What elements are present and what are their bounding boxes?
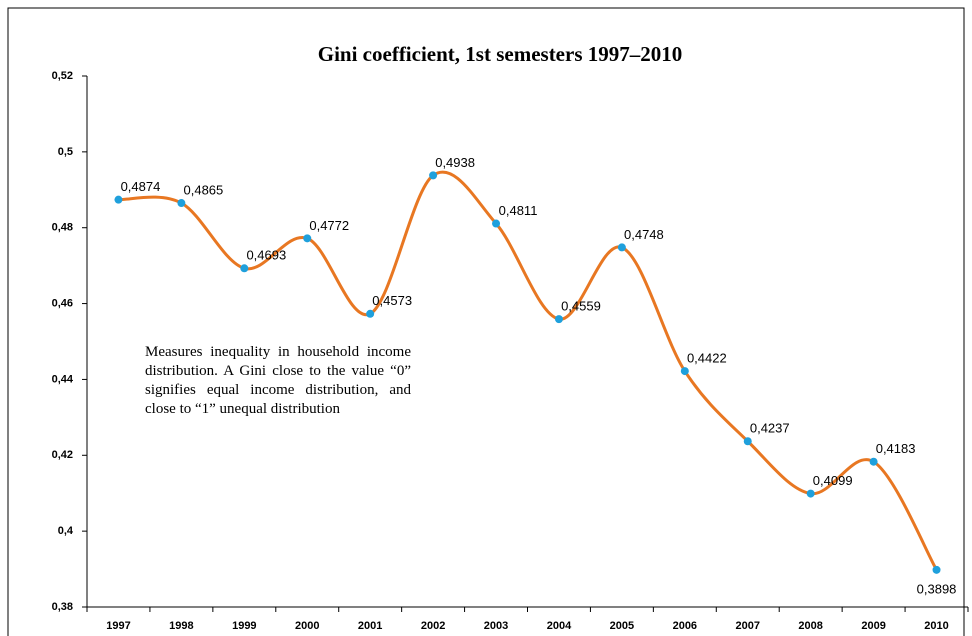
value-label: 0,4559 bbox=[561, 299, 601, 314]
x-tick-label: 2004 bbox=[547, 620, 572, 632]
value-label: 0,4865 bbox=[184, 182, 224, 197]
x-tick-label: 1997 bbox=[106, 620, 130, 632]
marker bbox=[743, 437, 752, 446]
value-label: 0,3898 bbox=[917, 581, 957, 596]
marker bbox=[869, 457, 878, 466]
value-label: 0,4772 bbox=[309, 218, 349, 233]
value-label: 0,4874 bbox=[121, 179, 161, 194]
x-tick-label: 2006 bbox=[673, 620, 697, 632]
value-label: 0,4237 bbox=[750, 421, 790, 436]
x-tick-label: 2008 bbox=[798, 620, 822, 632]
marker bbox=[680, 367, 689, 376]
marker bbox=[240, 264, 249, 273]
y-tick-label: 0,5 bbox=[58, 146, 73, 158]
x-tick-label: 2007 bbox=[736, 620, 760, 632]
marker bbox=[366, 309, 375, 318]
marker bbox=[492, 219, 501, 228]
value-label: 0,4573 bbox=[372, 293, 412, 308]
y-tick-label: 0,46 bbox=[52, 297, 73, 309]
y-tick-label: 0,48 bbox=[52, 222, 73, 234]
value-label: 0,4811 bbox=[499, 203, 538, 218]
y-tick-label: 0,4 bbox=[58, 525, 74, 537]
value-label: 0,4693 bbox=[246, 248, 286, 263]
marker bbox=[554, 315, 563, 324]
value-label: 0,4099 bbox=[813, 473, 853, 488]
frame bbox=[7, 7, 965, 636]
line bbox=[118, 170, 938, 571]
x-tick-label: 2000 bbox=[295, 620, 319, 632]
marker bbox=[114, 195, 123, 204]
value-label: 0,4183 bbox=[876, 441, 916, 456]
marker bbox=[617, 243, 626, 252]
y-tick-label: 0,44 bbox=[52, 373, 74, 385]
y-tick-label: 0,52 bbox=[52, 70, 73, 82]
x-tick-label: 2009 bbox=[861, 620, 885, 632]
x-tick-label: 1998 bbox=[169, 620, 193, 632]
y-tick-label: 0,42 bbox=[52, 449, 73, 461]
marker bbox=[303, 234, 312, 243]
marker bbox=[429, 171, 438, 180]
x-tick-label: 2010 bbox=[924, 620, 948, 632]
value-label: 0,4748 bbox=[624, 227, 664, 242]
x-tick-label: 2003 bbox=[484, 620, 508, 632]
marker bbox=[806, 489, 815, 498]
x-tick-label: 1999 bbox=[232, 620, 256, 632]
marker bbox=[177, 199, 186, 208]
x-tick-label: 2005 bbox=[610, 620, 634, 632]
x-tick-label: 2002 bbox=[421, 620, 445, 632]
marker bbox=[932, 565, 941, 574]
value-label: 0,4938 bbox=[435, 155, 475, 170]
y-tick-label: 0,38 bbox=[52, 601, 73, 613]
value-label: 0,4422 bbox=[687, 351, 727, 366]
chart-title: Gini coefficient, 1st semesters 1997–201… bbox=[318, 42, 683, 66]
annotation: Measures inequality in household income … bbox=[145, 344, 411, 417]
x-tick-label: 2001 bbox=[358, 620, 382, 632]
